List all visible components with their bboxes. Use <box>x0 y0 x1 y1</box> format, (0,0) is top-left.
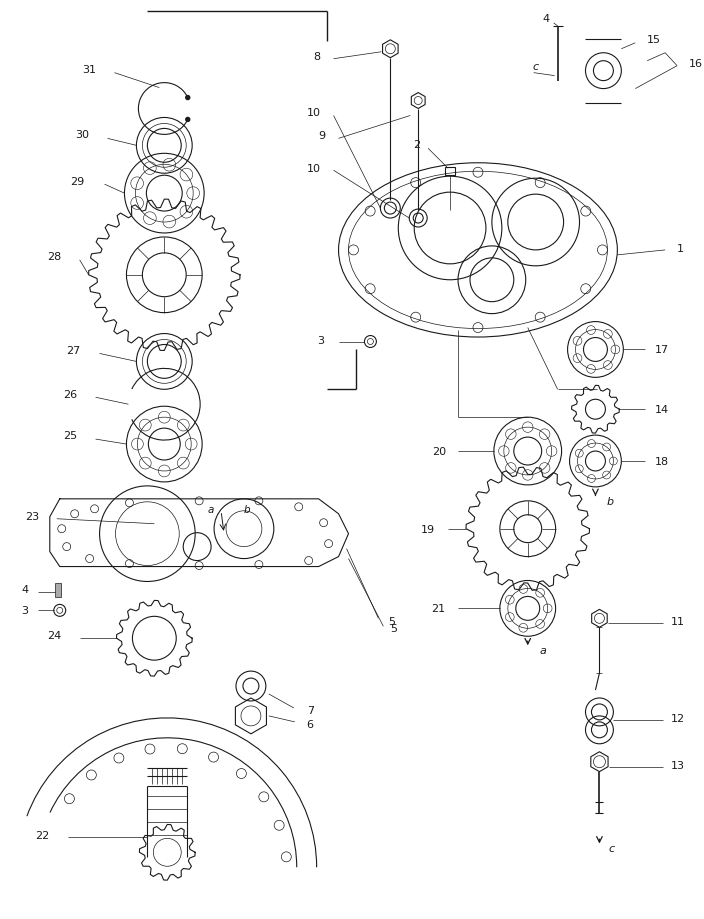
Text: 3: 3 <box>21 606 28 616</box>
Text: 22: 22 <box>34 831 49 841</box>
Text: 25: 25 <box>63 431 77 440</box>
Text: 4: 4 <box>542 14 549 24</box>
Text: 31: 31 <box>82 64 96 74</box>
Text: 13: 13 <box>671 760 685 770</box>
Text: 28: 28 <box>46 252 61 262</box>
Text: 30: 30 <box>75 130 89 141</box>
Text: 6: 6 <box>307 719 314 729</box>
Text: a: a <box>539 645 546 655</box>
Text: 8: 8 <box>313 51 320 62</box>
Text: b: b <box>607 496 614 506</box>
Text: a: a <box>208 505 214 515</box>
Text: 19: 19 <box>421 524 435 534</box>
Text: 3: 3 <box>317 335 324 346</box>
Text: 27: 27 <box>67 346 81 356</box>
Text: 16: 16 <box>689 59 703 69</box>
Text: 21: 21 <box>431 604 445 614</box>
Text: c: c <box>533 62 539 72</box>
Text: 7: 7 <box>307 705 314 715</box>
Text: 2: 2 <box>413 141 420 150</box>
Text: 17: 17 <box>655 346 670 355</box>
Text: 23: 23 <box>25 511 39 521</box>
Text: 4: 4 <box>21 584 28 595</box>
Text: 12: 12 <box>671 713 685 723</box>
Circle shape <box>186 119 190 122</box>
Text: 9: 9 <box>318 131 325 142</box>
Text: 10: 10 <box>307 165 320 174</box>
Circle shape <box>186 96 190 100</box>
Text: 14: 14 <box>655 404 670 414</box>
Text: 24: 24 <box>46 630 61 641</box>
Text: 20: 20 <box>432 447 446 457</box>
Text: 15: 15 <box>647 35 661 45</box>
Bar <box>55 584 61 597</box>
Text: 29: 29 <box>70 177 84 187</box>
Text: 5: 5 <box>390 624 397 633</box>
Text: 26: 26 <box>63 390 77 400</box>
Text: 1: 1 <box>677 244 684 254</box>
Text: 10: 10 <box>307 108 320 119</box>
Bar <box>445 168 455 176</box>
Text: 11: 11 <box>671 617 685 627</box>
Text: 18: 18 <box>655 457 670 467</box>
Text: 5: 5 <box>389 617 396 627</box>
Text: b: b <box>244 505 250 515</box>
Text: c: c <box>608 844 615 854</box>
